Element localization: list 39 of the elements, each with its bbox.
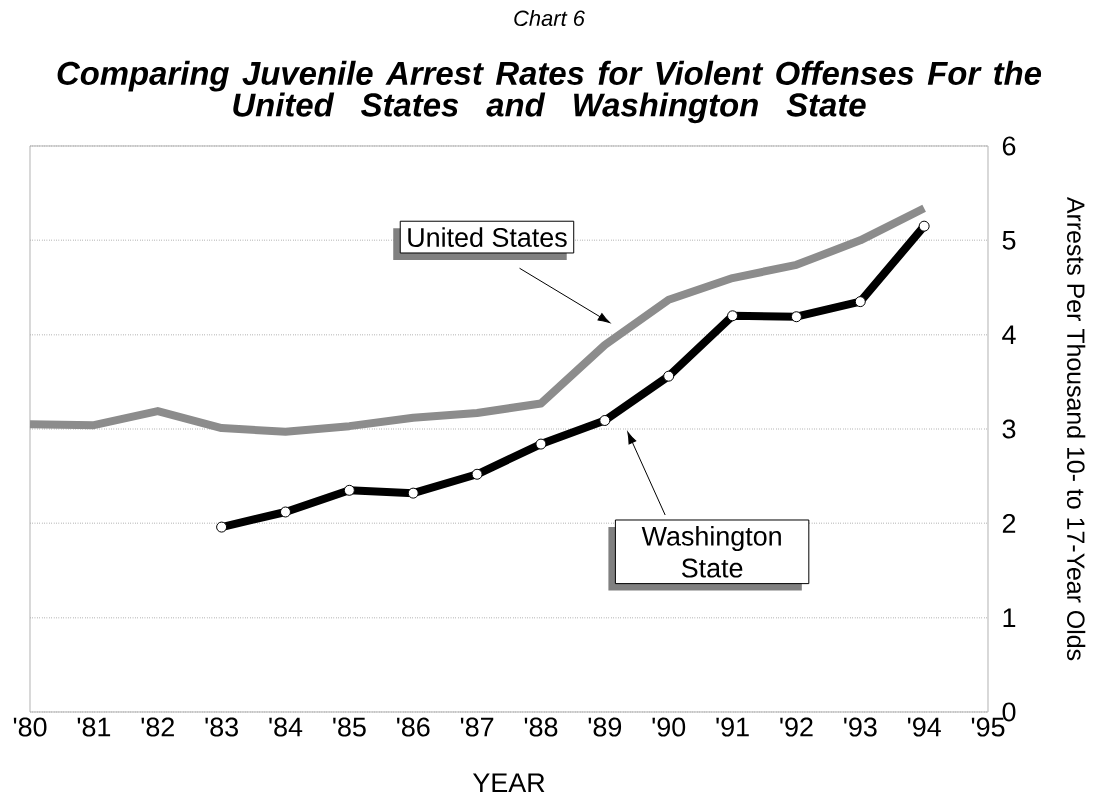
point bbox=[918, 220, 930, 232]
point bbox=[407, 487, 419, 499]
x-tick-label: '87 bbox=[460, 717, 494, 737]
x-tick-label: '82 bbox=[141, 717, 174, 737]
x-tick-label: '88 bbox=[524, 717, 558, 737]
point bbox=[216, 521, 228, 533]
x-tick-label: '86 bbox=[397, 717, 430, 737]
point bbox=[663, 370, 675, 382]
point bbox=[727, 310, 739, 322]
point bbox=[854, 296, 866, 308]
point bbox=[471, 468, 483, 480]
x-tick-label: '84 bbox=[269, 717, 303, 737]
point bbox=[343, 484, 355, 496]
y-tick-label: 4 bbox=[1002, 325, 1016, 344]
x-tick-label: '90 bbox=[652, 717, 686, 737]
point bbox=[279, 506, 291, 518]
y-tick-label: 1 bbox=[1003, 608, 1016, 627]
x-tick-label: '92 bbox=[780, 717, 813, 737]
x-tick-label: '83 bbox=[205, 717, 238, 737]
point bbox=[535, 438, 547, 450]
y-axis-title: Arrests Per Thousand 10- to 17-Year Olds bbox=[1066, 196, 1086, 661]
x-tick-label: '93 bbox=[844, 717, 877, 737]
y-tick-label: 5 bbox=[1002, 230, 1016, 250]
x-tick-label: '89 bbox=[588, 717, 622, 737]
caption: Chart 6 bbox=[514, 9, 585, 27]
text: United States bbox=[408, 227, 567, 247]
y-tick-label: 3 bbox=[1002, 419, 1016, 439]
x-tick-label: '85 bbox=[333, 717, 366, 737]
x-axis-title: YEAR bbox=[472, 773, 545, 792]
y-tick-label: 2 bbox=[1002, 513, 1016, 533]
x-tick-label: '81 bbox=[77, 717, 111, 737]
x-tick-label: '94 bbox=[907, 717, 941, 737]
chart-title: Comparing Juvenile Arrest Rates for Violent Offenses For the United States and Washington State bbox=[57, 60, 1042, 124]
y-tick-label: 6 bbox=[1002, 136, 1016, 156]
x-tick-label: '91 bbox=[716, 717, 749, 737]
point bbox=[599, 414, 611, 426]
x-tick-label: '80 bbox=[13, 717, 47, 737]
text: Washington State bbox=[641, 525, 781, 578]
point bbox=[790, 311, 802, 323]
